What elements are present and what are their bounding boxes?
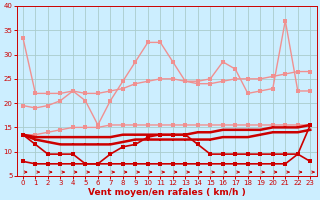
X-axis label: Vent moyen/en rafales ( km/h ): Vent moyen/en rafales ( km/h )	[88, 188, 245, 197]
